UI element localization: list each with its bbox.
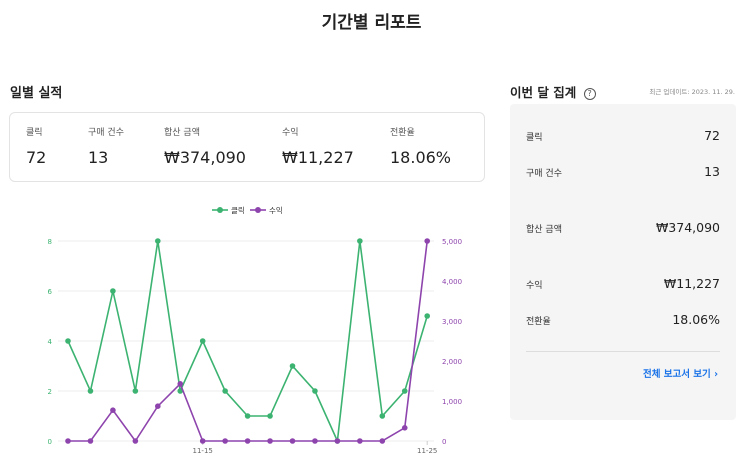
stat-total-amount: 합산 금액 ₩374,090 xyxy=(164,125,246,167)
data-point xyxy=(65,438,71,444)
data-point xyxy=(424,313,431,319)
data-point xyxy=(222,438,228,444)
stat-conversion-rate: 전환율 18.06% xyxy=(390,125,451,167)
data-point xyxy=(110,288,116,294)
daily-stats-card: 클릭 72 구매 건수 13 합산 금액 ₩374,090 수익 ₩11,227… xyxy=(9,112,485,182)
summary-title: 이번 달 집계 ? xyxy=(510,82,596,101)
x-tick-label: 11-25 xyxy=(417,447,437,455)
y-right-tick-label: 5,000 xyxy=(442,238,462,246)
stat-label: 합산 금액 xyxy=(164,128,200,138)
data-point xyxy=(177,388,184,394)
data-point xyxy=(267,438,273,444)
summary-label: 합산 금액 xyxy=(526,225,562,235)
data-point xyxy=(199,438,206,444)
legend-marker xyxy=(217,207,223,213)
stat-value: 18.06% xyxy=(390,148,452,167)
summary-label: 전환율 xyxy=(526,317,551,327)
data-point xyxy=(357,438,363,444)
data-point xyxy=(424,238,431,244)
data-point xyxy=(334,438,341,444)
data-point xyxy=(132,388,139,394)
stat-label: 클릭 xyxy=(26,128,43,138)
summary-label: 구매 건수 xyxy=(526,169,562,179)
y-right-tick-label: 2,000 xyxy=(442,358,462,366)
data-point xyxy=(87,438,94,444)
stat-label: 수익 xyxy=(282,128,299,138)
summary-value: ₩374,090 xyxy=(655,220,720,235)
data-point xyxy=(244,413,251,419)
summary-value: ₩11,227 xyxy=(663,276,720,291)
stat-label: 구매 건수 xyxy=(88,128,124,138)
y-left-tick-label: 6 xyxy=(48,288,53,296)
summary-value: 72 xyxy=(704,128,720,143)
x-tick-label: 11-15 xyxy=(193,447,213,455)
summary-value: 18.06% xyxy=(672,312,720,327)
data-point xyxy=(244,438,251,444)
help-icon[interactable]: ? xyxy=(583,88,596,100)
y-right-tick-label: 1,000 xyxy=(442,398,462,406)
stat-revenue: 수익 ₩11,227 xyxy=(282,125,354,167)
data-point xyxy=(177,381,184,387)
data-point xyxy=(401,388,408,394)
y-left-tick-label: 8 xyxy=(48,238,52,246)
summary-divider xyxy=(526,351,720,352)
daily-section-title: 일별 실적 xyxy=(10,86,63,101)
stat-value: 13 xyxy=(88,148,109,167)
data-point xyxy=(289,438,296,444)
summary-value: 13 xyxy=(704,164,720,179)
data-point xyxy=(312,388,318,394)
legend-label: 수익 xyxy=(269,205,283,215)
data-point xyxy=(65,338,71,344)
last-updated-text: 최근 업데이트: 2023. 11. 29. xyxy=(649,88,735,96)
summary-label: 클릭 xyxy=(526,133,543,143)
summary-label: 수익 xyxy=(526,281,543,291)
y-right-tick-label: 3,000 xyxy=(442,318,462,326)
legend-label: 클릭 xyxy=(231,206,245,215)
stat-value: ₩11,227 xyxy=(282,148,354,167)
stat-clicks: 클릭 72 xyxy=(26,125,46,167)
data-point xyxy=(379,413,386,419)
data-point xyxy=(87,388,94,394)
y-left-tick-label: 4 xyxy=(48,338,53,346)
stat-value: ₩374,090 xyxy=(164,148,246,167)
legend-marker xyxy=(255,207,261,213)
data-point xyxy=(199,338,206,344)
data-point xyxy=(110,407,116,414)
data-point xyxy=(312,438,318,444)
data-point xyxy=(289,363,296,369)
monthly-summary-panel: 클릭 72 구매 건수 13 합산 금액 ₩374,090 수익 ₩11,227… xyxy=(510,104,736,420)
summary-title-text: 이번 달 집계 xyxy=(510,85,577,100)
data-point xyxy=(155,238,161,244)
stat-value: 72 xyxy=(26,148,47,167)
data-point xyxy=(401,425,408,431)
stat-label: 전환율 xyxy=(390,128,415,138)
data-point xyxy=(357,238,363,244)
daily-line-chart: 0 2 4 6 8 0 1,000 2,000 3,000 4,000 5,000 11-15 11-2… xyxy=(48,205,463,455)
data-point xyxy=(379,438,386,444)
view-full-report-link[interactable]: 전체 보고서 보기 › xyxy=(642,369,718,380)
data-point xyxy=(155,403,161,410)
page-title: 기간별 리포트 xyxy=(321,13,422,33)
data-point xyxy=(222,388,228,394)
data-point xyxy=(132,438,139,444)
y-right-tick-label: 0 xyxy=(442,438,446,446)
y-left-tick-label: 0 xyxy=(48,438,52,446)
y-left-tick-label: 2 xyxy=(48,388,52,396)
stat-purchases: 구매 건수 13 xyxy=(88,125,124,167)
y-right-tick-label: 4,000 xyxy=(442,278,462,286)
data-point xyxy=(267,413,273,419)
